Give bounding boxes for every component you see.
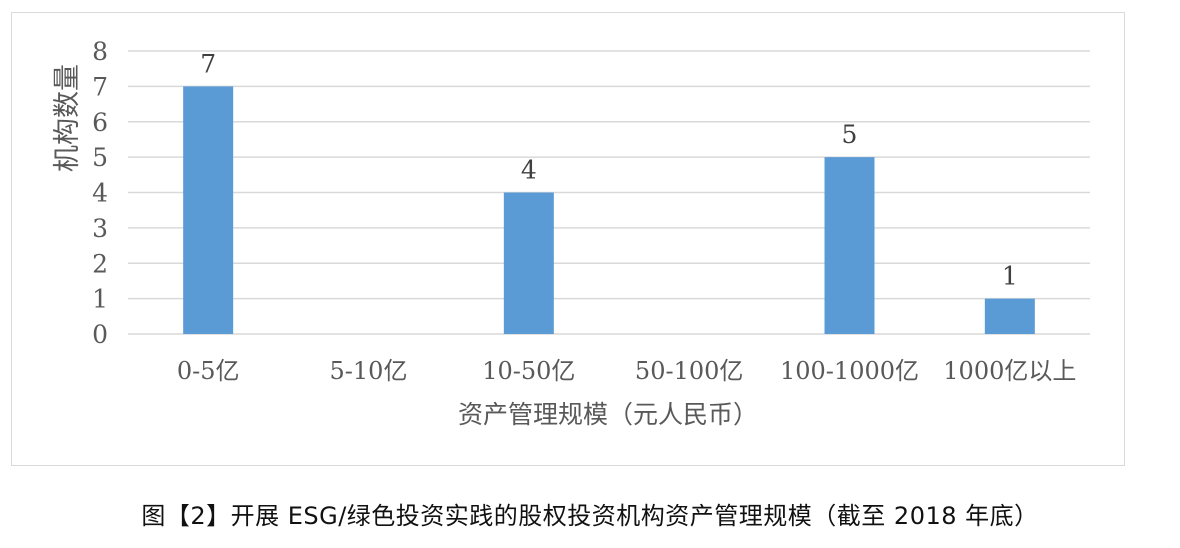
data-label: 5 [842,120,858,149]
bar [183,86,234,334]
x-tick-label: 100-1000亿 [780,357,919,385]
y-axis-title: 机构数量 [52,64,83,172]
x-axis-ticks: 0-5亿 5-10亿 10-50亿 50-100亿 100-1000亿 1000亿以上 [177,357,1077,385]
data-label: 7 [200,49,216,78]
y-tick-label: 6 [92,108,108,137]
y-tick-label: 5 [92,143,108,172]
gridlines [128,50,1090,335]
x-tick-label: 50-100亿 [635,357,743,385]
data-labels: 7 4 5 1 [200,49,1018,290]
x-tick-label: 1000亿以上 [943,357,1076,385]
y-tick-label: 2 [92,249,108,278]
bars [183,86,1035,334]
y-axis-ticks: 0 1 2 3 4 5 6 7 8 [92,37,108,349]
x-axis-title: 资产管理规模（元人民币） [458,400,758,429]
bar [984,298,1035,334]
x-tick-label: 5-10亿 [330,357,408,385]
bar [503,192,554,334]
figure-caption: 图【2】开展 ESG/绿色投资实践的股权投资机构资产管理规模（截至 2018 年… [141,502,1039,530]
x-tick-label: 10-50亿 [482,357,575,385]
x-tick-label: 0-5亿 [177,357,240,385]
bar-chart: 0 1 2 3 4 5 6 7 8 7 4 5 1 0-5亿 5-10亿 10-50亿 50-100亿 100… [52,37,1090,429]
y-tick-label: 1 [92,285,108,314]
y-tick-label: 0 [92,320,108,349]
y-tick-label: 8 [92,37,108,66]
data-label: 4 [521,156,537,185]
y-tick-label: 4 [92,179,108,208]
y-tick-label: 7 [92,72,108,101]
y-tick-label: 3 [92,214,108,243]
bar [824,157,875,334]
data-label: 1 [1002,262,1018,291]
